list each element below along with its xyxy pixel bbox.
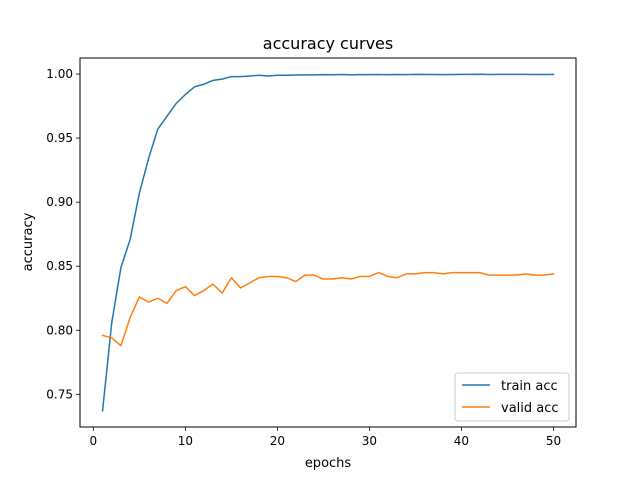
x-tick-label: 20 bbox=[270, 434, 285, 448]
x-tick-label: 10 bbox=[178, 434, 193, 448]
plot-area bbox=[80, 58, 576, 427]
plot-frame bbox=[79, 57, 577, 428]
legend-label-valid-acc: valid acc bbox=[501, 401, 559, 416]
series-line-valid-acc bbox=[101, 271, 555, 347]
chart-title: accuracy curves bbox=[263, 34, 393, 53]
legend-label-train-acc: train acc bbox=[501, 379, 558, 394]
x-tick-label: 0 bbox=[90, 434, 98, 448]
y-tick-label: 0.80 bbox=[46, 323, 73, 337]
x-tick-label: 30 bbox=[362, 434, 377, 448]
series-layer bbox=[101, 73, 555, 412]
y-tick-label: 0.85 bbox=[46, 259, 73, 273]
y-tick-label: 1.00 bbox=[46, 67, 73, 81]
y-tick-label: 0.75 bbox=[46, 387, 73, 401]
legend: train acc valid acc bbox=[454, 372, 570, 422]
y-axis-label: accuracy bbox=[21, 212, 36, 271]
x-tick-label: 50 bbox=[546, 434, 561, 448]
y-tick-label: 0.90 bbox=[46, 195, 73, 209]
x-axis-label: epochs bbox=[305, 456, 352, 471]
series-line-train-acc bbox=[101, 73, 555, 412]
y-tick-label: 0.95 bbox=[46, 131, 73, 145]
x-tick-label: 40 bbox=[454, 434, 469, 448]
x-axis-ticks: 0 10 20 30 40 50 bbox=[90, 427, 561, 448]
y-axis-ticks: 0.75 0.80 0.85 0.90 0.95 1.00 bbox=[46, 67, 80, 401]
